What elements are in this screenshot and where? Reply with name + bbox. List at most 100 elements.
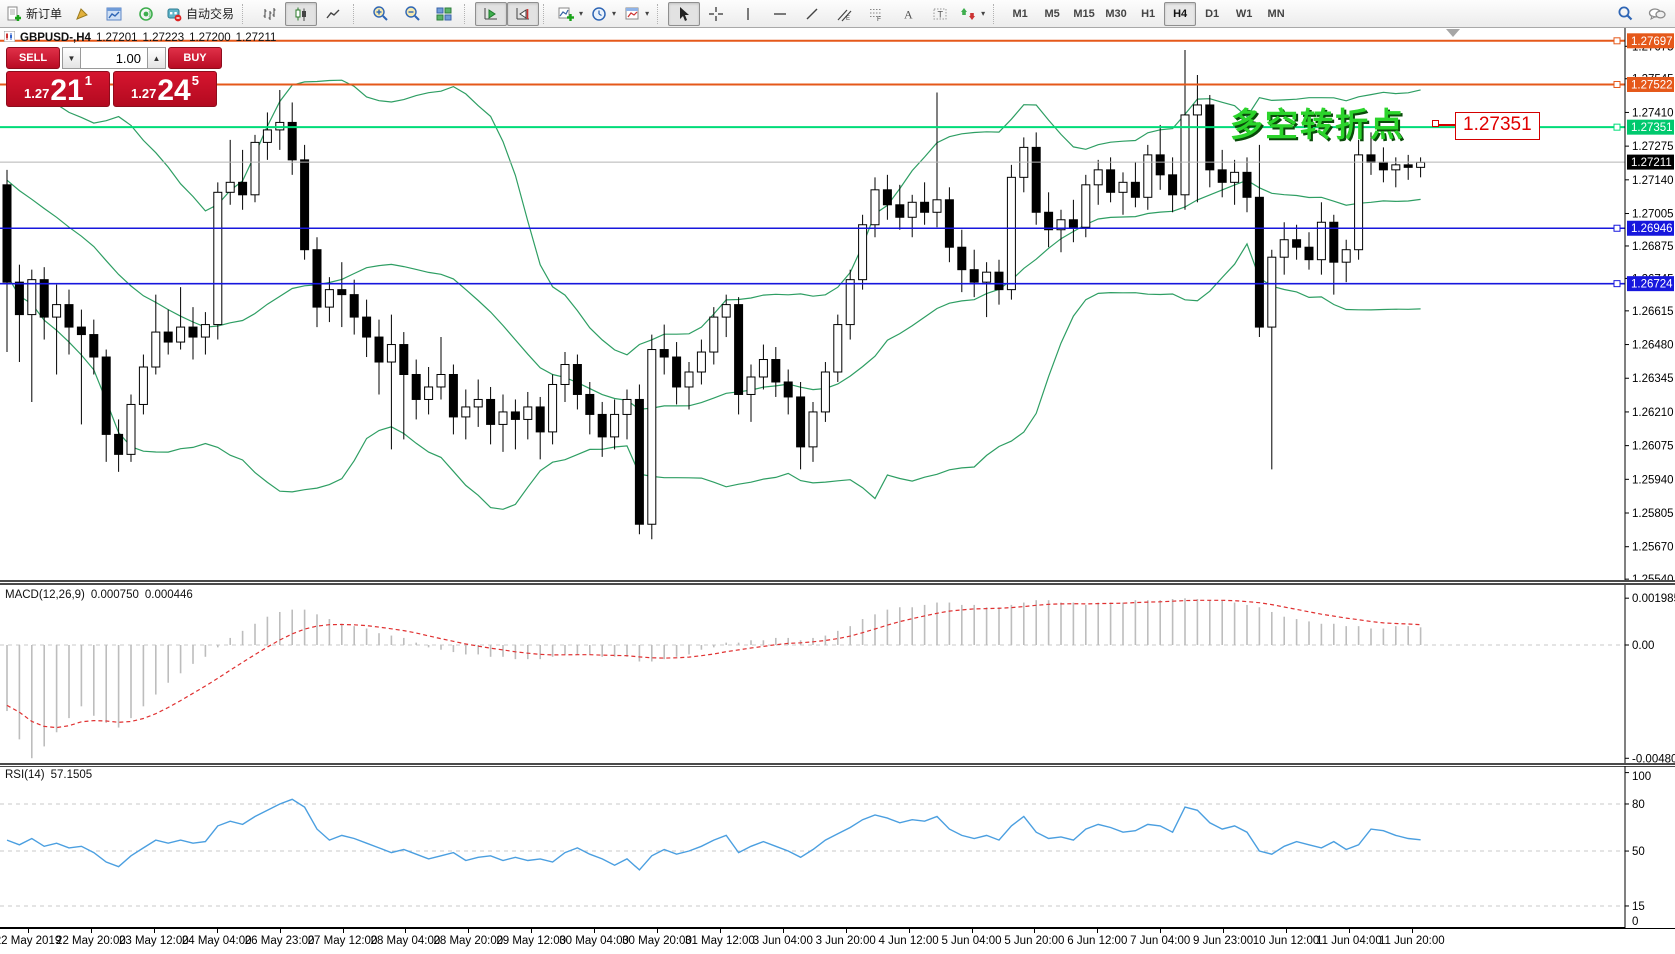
line-anchor[interactable]	[1613, 123, 1621, 131]
candlestick-chart-button[interactable]	[285, 1, 318, 26]
channel-button[interactable]: E	[828, 2, 860, 26]
search-button[interactable]	[1609, 2, 1641, 26]
new-order-label: 新订单	[26, 7, 63, 21]
vertical-line-button[interactable]	[732, 2, 764, 26]
candle-body	[176, 326, 186, 343]
rsi-line	[6, 798, 1421, 871]
line-chart-button[interactable]	[317, 2, 349, 26]
price-callout-label[interactable]: 1.27351	[1455, 112, 1540, 140]
panel-splitter[interactable]	[0, 580, 1675, 585]
search-icon	[1617, 5, 1634, 22]
line-anchor[interactable]	[1613, 37, 1621, 45]
text-button[interactable]: A	[892, 2, 924, 26]
timeframe-h4[interactable]: H4	[1164, 1, 1197, 26]
volume-increase-button[interactable]: ▲	[147, 47, 166, 69]
fibonacci-button[interactable]: F	[860, 2, 892, 26]
chart-text-annotation[interactable]: 多空转折点	[1230, 105, 1405, 144]
price-axis-label: 1.25540	[1632, 574, 1674, 580]
timeframe-m5[interactable]: M5	[1044, 7, 1060, 20]
candle-body	[1254, 196, 1264, 328]
template-icon	[624, 6, 640, 22]
toolbar-separator	[242, 3, 250, 24]
time-axis-tick	[1411, 929, 1413, 933]
candle-body	[448, 373, 458, 418]
price-chart-panel[interactable]: 1.276751.275451.274101.272751.271401.270…	[0, 28, 1675, 580]
chart-shift-button[interactable]	[507, 1, 540, 26]
price-badge-label: 1.26724	[1631, 279, 1673, 291]
time-axis-label: 28 May 20:00	[433, 935, 504, 947]
cursor-button[interactable]	[668, 1, 701, 26]
signals-button[interactable]	[130, 2, 162, 26]
auto-trading-label: 自动交易	[186, 7, 235, 21]
candle-body	[1044, 211, 1054, 231]
time-axis-label: 27 May 12:00	[307, 935, 378, 947]
candle-body	[783, 381, 793, 398]
candle-body	[1267, 256, 1277, 328]
svg-text:E: E	[846, 16, 850, 22]
svg-text:A: A	[904, 7, 913, 21]
time-axis-tick	[342, 929, 344, 933]
rsi-panel[interactable]: 100 80 50 15 0	[0, 766, 1675, 928]
sell-price-button[interactable]: 1.27 21 1	[6, 71, 110, 107]
candle-body	[27, 279, 37, 316]
zoom-in-button[interactable]	[364, 2, 396, 26]
buy-price-button[interactable]: 1.27 24 5	[113, 71, 217, 107]
text-label-button[interactable]: T	[924, 2, 956, 26]
panel-splitter[interactable]	[0, 763, 1675, 767]
new-order-button[interactable]: 新订单	[2, 2, 66, 26]
macd-panel[interactable]: 0.001985 0.00 -0.004803	[0, 585, 1675, 763]
zoom-out-button[interactable]	[396, 2, 428, 26]
sell-button[interactable]: SELL	[6, 47, 60, 69]
ohlc-close: 1.27211	[235, 32, 277, 44]
candle-body	[461, 406, 471, 418]
price-axis-label: 1.25805	[1632, 508, 1674, 520]
volume-decrease-button[interactable]: ▼	[62, 47, 81, 69]
buy-button[interactable]: BUY	[168, 47, 222, 69]
candle-body	[200, 324, 210, 338]
timeframe-d1[interactable]: D1	[1205, 7, 1220, 20]
price-axis-label: 1.26875	[1632, 241, 1674, 253]
periods-button[interactable]: ▾	[587, 2, 620, 26]
line-anchor[interactable]	[1613, 280, 1621, 288]
line-anchor[interactable]	[1613, 224, 1621, 232]
candle-body	[1143, 154, 1153, 198]
profile-button[interactable]	[66, 2, 98, 26]
line-anchor[interactable]	[1613, 80, 1621, 88]
indicators-button[interactable]: ▾	[554, 2, 587, 26]
volume-input[interactable]	[81, 47, 147, 69]
trendline-button[interactable]	[796, 2, 828, 26]
timeframe-mn[interactable]: MN	[1267, 7, 1285, 20]
text-icon: A	[900, 6, 916, 22]
new-chart-button[interactable]	[98, 2, 130, 26]
timeframe-w1[interactable]: W1	[1235, 7, 1253, 20]
timeframe-m15[interactable]: M15	[1073, 7, 1095, 20]
tile-windows-button[interactable]	[428, 2, 460, 26]
auto-trading-button[interactable]: 自动交易	[162, 2, 238, 26]
candle-body	[684, 371, 694, 388]
time-axis-label: 22 May 2019	[0, 935, 62, 947]
timeframe-m30[interactable]: M30	[1105, 7, 1127, 20]
timeframe-m1[interactable]: M1	[1012, 7, 1028, 20]
bar-chart-button[interactable]	[253, 2, 285, 26]
candle-body	[498, 411, 508, 425]
chat-button[interactable]	[1641, 2, 1673, 26]
add-indicator-icon	[558, 6, 575, 22]
price-axis-label: 1.25670	[1632, 542, 1674, 554]
time-axis-label: 24 May 04:00	[181, 935, 252, 947]
chart-shift-marker-icon[interactable]	[1446, 29, 1460, 37]
time-axis[interactable]: 22 May 2019 22 May 20:00 23 May 12:00 24 Ma…	[0, 928, 1675, 954]
crosshair-button[interactable]	[700, 2, 732, 26]
timeframe-h1[interactable]: H1	[1141, 7, 1156, 20]
horizontal-line-button[interactable]	[764, 2, 796, 26]
candle-body	[1242, 171, 1252, 198]
auto-scroll-button[interactable]	[475, 1, 508, 26]
macd-axis-label: 0.001985	[1632, 593, 1675, 605]
rsi-axis-label: 100	[1632, 771, 1651, 783]
candle-body	[1403, 164, 1413, 168]
arrows-button[interactable]: ▾	[956, 2, 989, 26]
templates-button[interactable]: ▾	[620, 2, 653, 26]
candle-body	[758, 359, 768, 378]
rsi-header: RSI(14) 57.1505	[5, 769, 92, 781]
candle-body	[262, 129, 272, 143]
main-toolbar: 新订单 自动交易 ▾ ▾ ▾	[0, 0, 1675, 28]
